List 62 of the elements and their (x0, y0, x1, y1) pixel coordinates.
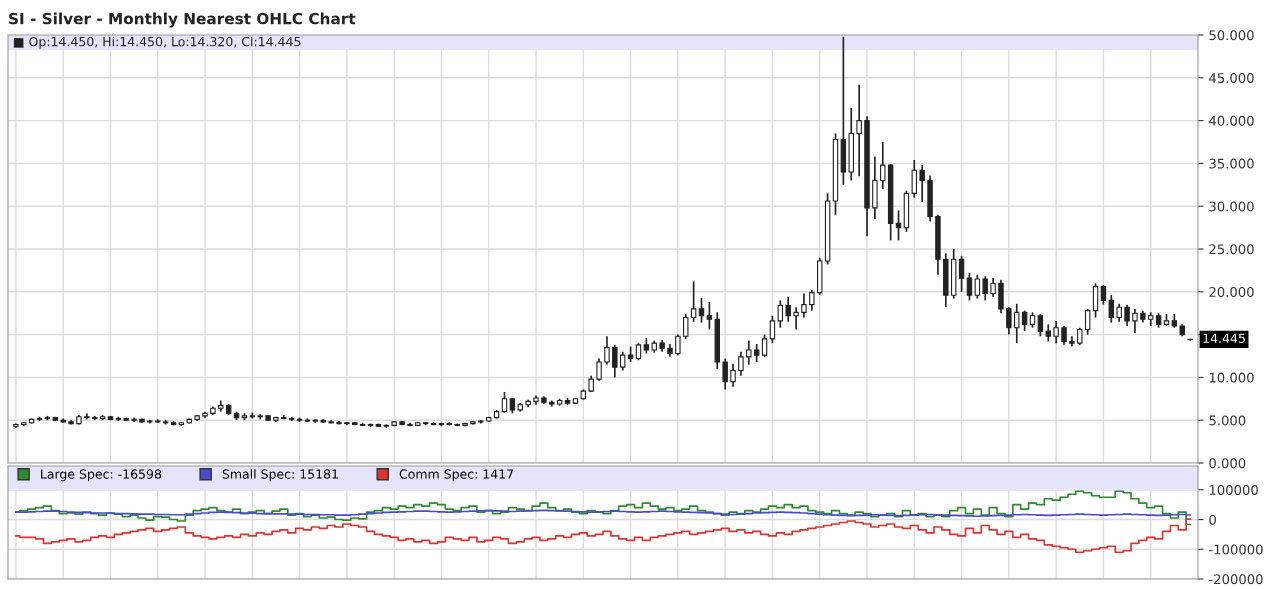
candlestick (1053, 320, 1059, 344)
candlestick (1037, 313, 1044, 338)
candlestick (974, 273, 981, 300)
candlestick (604, 335, 610, 366)
y-tick-label: 40.000 (1209, 115, 1254, 126)
y-tick-label: 100000 (1209, 485, 1258, 495)
candlestick (738, 350, 744, 377)
candlestick (690, 280, 697, 323)
candlestick (1124, 303, 1130, 327)
y-tick-label: 10.000 (1209, 372, 1254, 383)
text: 14.445 (1203, 333, 1245, 343)
candlestick (706, 301, 713, 331)
candlestick (958, 255, 965, 293)
candlestick (746, 339, 752, 366)
candlestick (785, 296, 791, 323)
y-tick-label: 35.000 (1209, 158, 1254, 169)
candlestick (722, 357, 728, 391)
y-tick-label: 0 (1209, 514, 1216, 525)
candlestick (675, 333, 681, 356)
candlestick (966, 272, 973, 302)
legend-label: Comm Spec: 1417 (399, 469, 514, 482)
candlestick (596, 357, 602, 382)
candlestick (1108, 294, 1115, 324)
y-tick-label: 5.000 (1209, 415, 1246, 426)
candlestick (1069, 335, 1075, 348)
candlestick (683, 313, 689, 340)
candlestick (801, 292, 807, 319)
candlestick (856, 83, 862, 178)
candlestick (793, 306, 799, 331)
candlestick (990, 277, 996, 298)
candlestick (1021, 309, 1028, 333)
legend-label: Large Spec: -16598 (41, 469, 162, 482)
candlestick (769, 314, 776, 344)
candlestick (777, 299, 784, 329)
candlestick (1092, 282, 1099, 319)
legend-label: Small Spec: 15181 (222, 469, 338, 482)
candlestick (612, 344, 618, 379)
candlestick (730, 362, 736, 388)
candlestick (698, 296, 705, 324)
candlestick (1100, 284, 1107, 306)
y-tick-label: 25.000 (1209, 244, 1254, 255)
y-tick-label: 30.000 (1209, 201, 1254, 212)
candlestick (1014, 302, 1020, 344)
y-tick-label: 45.000 (1209, 73, 1254, 83)
candlestick (911, 159, 918, 199)
candlestick (619, 350, 626, 372)
y-tick-label: -200000 (1209, 574, 1263, 585)
annotation: ■ Op:14.450, Hi:14.450, Lo:14.320, Cl:14.445 (13, 36, 301, 49)
candlestick (880, 141, 886, 190)
y-tick-label: 0.000 (1209, 458, 1246, 469)
candlestick (809, 289, 815, 312)
candlestick (1006, 306, 1012, 336)
candlestick (919, 164, 925, 203)
y-tick-label: -100000 (1209, 544, 1263, 555)
candlestick (982, 275, 988, 302)
candlestick (1084, 308, 1091, 336)
chart-title: SI - Silver - Monthly Nearest OHLC Chart (9, 12, 356, 28)
candlestick (761, 333, 768, 358)
candlestick (1061, 325, 1067, 346)
y-tick-label: 20.000 (1209, 287, 1254, 297)
y-tick-label: 50.000 (1209, 30, 1254, 41)
candlestick (1132, 308, 1138, 334)
